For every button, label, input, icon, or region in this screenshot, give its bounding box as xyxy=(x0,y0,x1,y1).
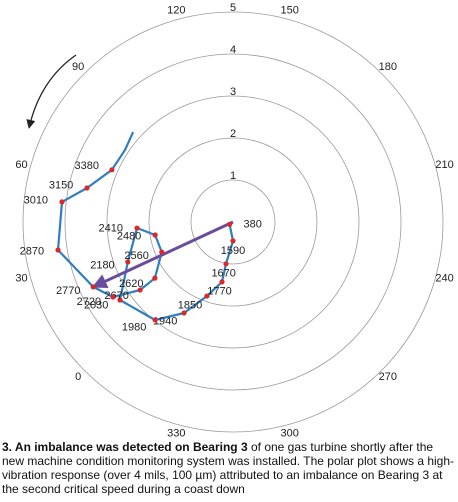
point-label: 2480 xyxy=(117,231,141,243)
point-label: 1850 xyxy=(178,299,202,311)
ring xyxy=(22,11,444,433)
data-point xyxy=(55,247,61,253)
data-point xyxy=(159,249,165,255)
theta-tick-label: 300 xyxy=(281,427,299,439)
data-point xyxy=(137,287,143,293)
data-point xyxy=(84,185,90,191)
theta-tick-label: 240 xyxy=(435,273,453,285)
grid: 1 2 3 4 5 0 30 60 90 120 150 180 210 240 270 300 330 xyxy=(15,2,453,440)
point-label: 2030 xyxy=(84,300,108,312)
theta-tick-label: 0 xyxy=(75,371,81,383)
trace xyxy=(56,131,235,322)
r-tick-label: 4 xyxy=(230,44,236,56)
caption: 3. An imbalance was detected on Bearing … xyxy=(2,440,456,496)
data-point xyxy=(125,259,131,265)
point-label: 380 xyxy=(244,218,262,230)
point-label: 3380 xyxy=(75,160,99,172)
r-tick-label: 2 xyxy=(230,128,236,140)
data-point xyxy=(223,261,229,267)
point-label: 3010 xyxy=(24,195,48,207)
plot-area: 3801590167017701850194019802030218024102… xyxy=(20,131,262,334)
point-label: 2870 xyxy=(20,246,44,258)
data-point xyxy=(109,167,115,173)
point-label: 1590 xyxy=(221,245,245,257)
polar-chart: 1 2 3 4 5 0 30 60 90 120 150 180 210 240 270 300 330 380… xyxy=(15,2,453,440)
point-label: 2560 xyxy=(124,250,148,262)
vector-arrow xyxy=(91,220,234,289)
point-label: 2620 xyxy=(119,278,143,290)
theta-tick-label: 150 xyxy=(281,4,299,16)
ring xyxy=(190,179,276,265)
point-label: 1770 xyxy=(207,286,231,298)
theta-tick-label: 180 xyxy=(379,61,397,73)
caption-text: of one gas turbine shortly after the new… xyxy=(2,440,455,496)
data-point xyxy=(90,284,96,290)
data-point xyxy=(219,279,225,285)
point-label: 2410 xyxy=(99,223,123,235)
ring xyxy=(64,53,402,391)
r-tick-label: 3 xyxy=(230,86,236,98)
data-point xyxy=(117,297,123,303)
theta-tick-label: 60 xyxy=(15,159,27,171)
ring xyxy=(106,95,360,349)
data-point xyxy=(204,293,210,299)
data-point xyxy=(152,275,158,281)
data-point xyxy=(59,199,65,205)
theta-tick-label: 30 xyxy=(15,273,27,285)
theta-tick-label: 270 xyxy=(379,371,397,383)
caption-bold: 3. An imbalance was detected on Bearing … xyxy=(2,440,248,454)
theta-tick-label: 120 xyxy=(167,4,185,16)
r-tick-label: 1 xyxy=(230,170,236,182)
data-point xyxy=(226,221,233,228)
data-point xyxy=(230,238,236,244)
data-point xyxy=(181,310,187,316)
point-label: 1670 xyxy=(211,268,235,280)
ring xyxy=(148,137,318,307)
r-tick-label: 5 xyxy=(230,2,236,14)
point-label: 2670 xyxy=(104,290,128,302)
point-label: 2770 xyxy=(56,285,80,297)
rotation-arrow xyxy=(26,54,77,129)
data-point xyxy=(152,317,158,323)
point-label: 1940 xyxy=(153,316,177,328)
data-point xyxy=(152,232,158,238)
point-label: 3150 xyxy=(49,180,73,192)
data-point xyxy=(134,225,140,231)
theta-tick-label: 90 xyxy=(72,61,84,73)
theta-tick-label: 330 xyxy=(167,427,185,439)
point-label: 2720 xyxy=(77,296,101,308)
data-point xyxy=(110,294,116,300)
point-label: 2180 xyxy=(90,259,114,271)
theta-tick-label: 210 xyxy=(435,159,453,171)
point-label: 1980 xyxy=(122,322,146,334)
